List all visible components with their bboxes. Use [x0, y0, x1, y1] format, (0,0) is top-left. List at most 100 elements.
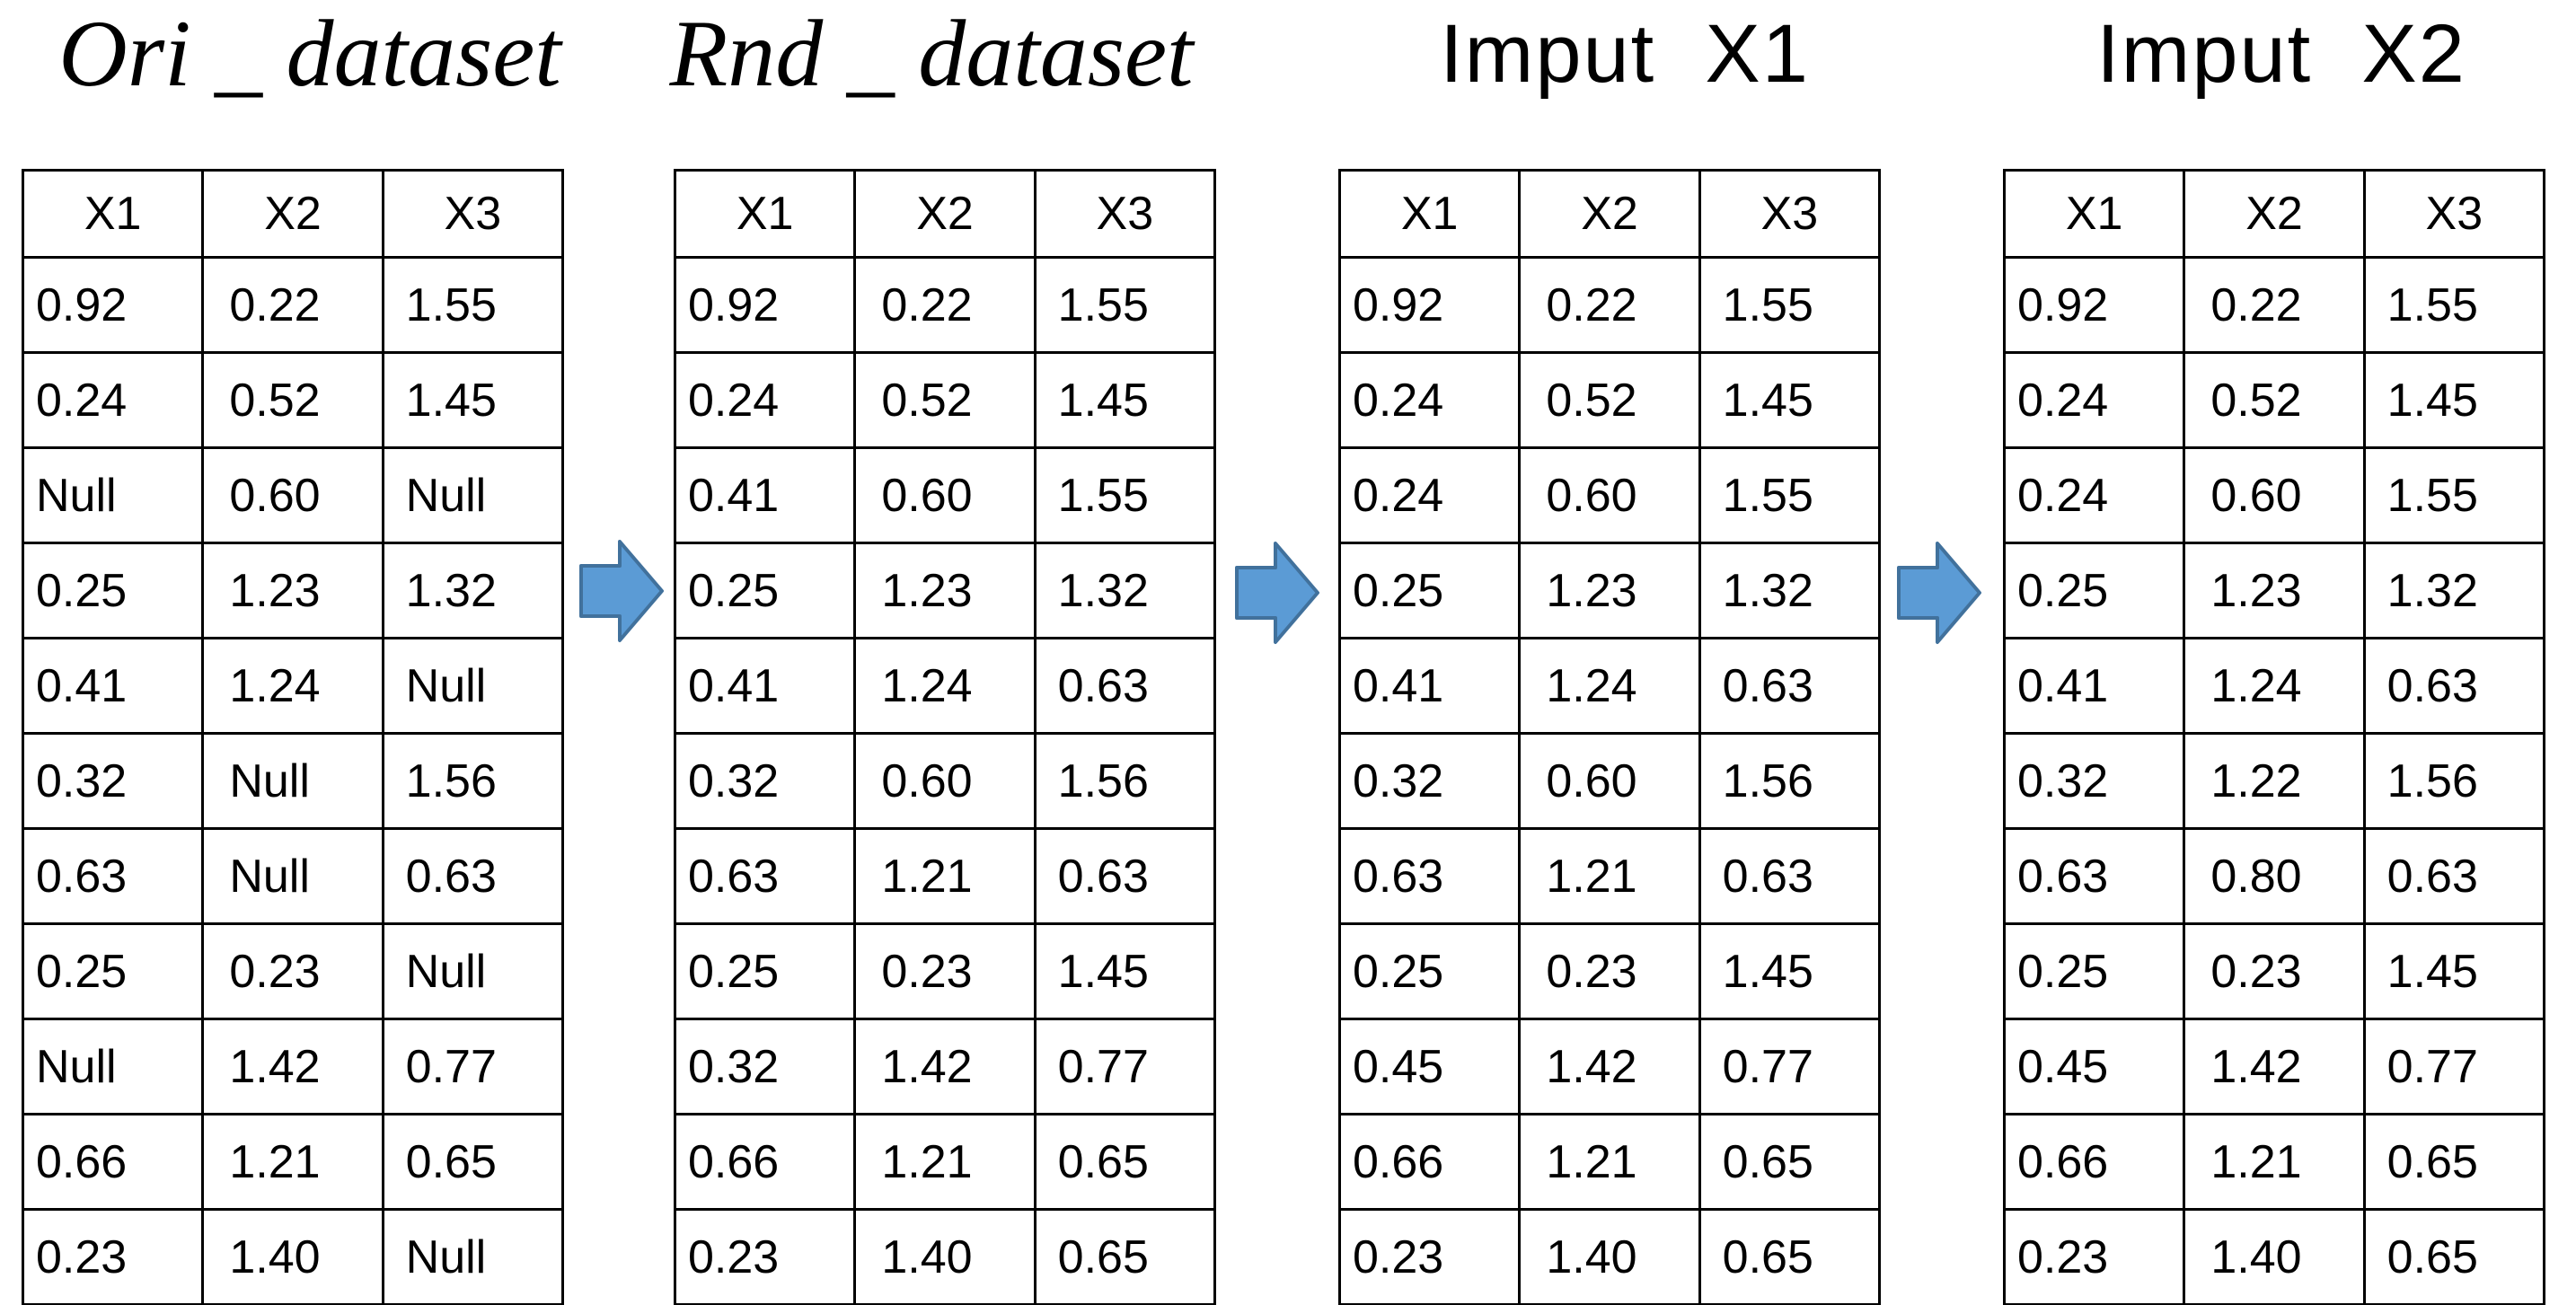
table-title-imput-x2: Imput X2 — [2096, 7, 2466, 100]
highlighted-cell-red: 0.80 — [2183, 827, 2366, 925]
table-cell: 0.66 — [2002, 1113, 2186, 1211]
highlighted-cell-orange: 0.65 — [2362, 1208, 2546, 1305]
column-header: X3 — [1698, 169, 1882, 259]
table-cell: 1.55 — [2362, 256, 2546, 354]
table-row: Null 0.60 Null — [21, 446, 565, 544]
highlighted-cell-orange: 0.60 — [853, 732, 1037, 830]
table-cell: 0.60 — [2183, 446, 2366, 544]
table-cell: 1.55 — [381, 256, 565, 354]
highlighted-cell-orange: 0.60 — [1518, 732, 1701, 830]
column-header: X1 — [1337, 169, 1522, 259]
highlighted-cell-red: 0.45 — [2002, 1018, 2186, 1115]
table-cell: 1.42 — [853, 1018, 1037, 1115]
table-cell: 0.22 — [2183, 256, 2366, 354]
table-row: 0.25 1.23 1.32 — [2002, 542, 2546, 639]
table-cell: 0.24 — [21, 351, 205, 449]
table-cell: 0.63 — [381, 827, 565, 925]
table-cell: 1.24 — [201, 637, 384, 735]
table-cell: 0.77 — [1033, 1018, 1217, 1115]
table-cell: 0.63 — [673, 827, 857, 925]
table-rnd-dataset: X1 X2 X3 0.92 0.22 1.55 0.24 0.52 1.45 0.41 0.60 1.… — [673, 169, 1217, 1305]
column-header: X1 — [673, 169, 857, 259]
highlighted-cell-red: 0.24 — [2002, 446, 2186, 544]
table-cell: 1.56 — [1698, 732, 1882, 830]
highlighted-cell-orange: 1.45 — [2362, 922, 2546, 1020]
table-row: 0.24 0.52 1.45 — [21, 351, 565, 449]
table-cell: 1.32 — [1033, 542, 1217, 639]
table-cell: 1.21 — [201, 1113, 384, 1211]
table-row: 0.92 0.22 1.55 — [21, 256, 565, 354]
column-header: X1 — [21, 169, 205, 259]
table-row: 0.25 1.23 1.32 — [1337, 542, 1882, 639]
column-header: X3 — [381, 169, 565, 259]
table-cell: 0.92 — [21, 256, 205, 354]
table-row: 0.32 0.60 1.56 — [1337, 732, 1882, 830]
table-cell: 0.63 — [1033, 827, 1217, 925]
table-cell: 1.24 — [1518, 637, 1701, 735]
table-row: 0.41 1.24 Null — [21, 637, 565, 735]
table-cell: 0.65 — [1698, 1113, 1882, 1211]
highlighted-cell-orange: 0.63 — [1033, 637, 1217, 735]
table-cell: 0.25 — [21, 922, 205, 1020]
table-cell: 1.56 — [2362, 732, 2546, 830]
table-cell: 0.23 — [673, 1208, 857, 1305]
table-ori-dataset: X1 X2 X3 0.92 0.22 1.55 0.24 0.52 1.45 Null 0.60 Nu… — [21, 169, 565, 1305]
column-header: X2 — [853, 169, 1037, 259]
table-cell: 0.22 — [853, 256, 1037, 354]
table-row: 0.24 0.60 1.55 — [1337, 446, 1882, 544]
header-row: X1 X2 X3 — [1337, 169, 1882, 259]
table-cell: 1.24 — [2183, 637, 2366, 735]
table-row: 0.25 0.23 1.45 — [2002, 922, 2546, 1020]
column-header: X2 — [1518, 169, 1701, 259]
highlighted-cell-orange: 0.32 — [673, 1018, 857, 1115]
table-cell: 0.60 — [201, 446, 384, 544]
table-cell: 0.32 — [21, 732, 205, 830]
table-cell: 0.23 — [2183, 922, 2366, 1020]
table-row: 0.66 1.21 0.65 — [673, 1113, 1217, 1211]
table-row: 0.41 1.24 0.63 — [2002, 637, 2546, 735]
data-table: X1 X2 X3 0.92 0.22 1.55 0.24 0.52 1.45 Null 0.60 Nu… — [21, 169, 565, 1305]
table-row: 0.23 1.40 0.65 — [2002, 1208, 2546, 1305]
data-table: X1 X2 X3 0.92 0.22 1.55 0.24 0.52 1.45 0.41 0.60 1.… — [673, 169, 1217, 1305]
table-row: 0.45 1.42 0.77 — [1337, 1018, 1882, 1115]
table-cell: 0.32 — [1337, 732, 1522, 830]
data-table: X1 X2 X3 0.92 0.22 1.55 0.24 0.52 1.45 0.24 0.60 1.… — [1337, 169, 1882, 1305]
table-row: 0.23 1.40 0.65 — [1337, 1208, 1882, 1305]
table-cell: 0.25 — [1337, 922, 1522, 1020]
table-cell: 1.45 — [381, 351, 565, 449]
table-cell: 1.21 — [1518, 1113, 1701, 1211]
table-row: 0.32 1.22 1.56 — [2002, 732, 2546, 830]
table-cell: 0.41 — [2002, 637, 2186, 735]
table-cell: 0.52 — [201, 351, 384, 449]
table-cell: 0.32 — [2002, 732, 2186, 830]
table-row: 0.24 0.60 1.55 — [2002, 446, 2546, 544]
table-cell: 0.52 — [853, 351, 1037, 449]
table-cell: 0.25 — [673, 542, 857, 639]
table-cell: 0.63 — [2002, 827, 2186, 925]
table-cell: 0.23 — [201, 922, 384, 1020]
table-title-imput-x1: Imput X1 — [1440, 7, 1810, 100]
table-cell: 0.63 — [1337, 827, 1522, 925]
highlighted-cell-orange: 1.55 — [2362, 446, 2546, 544]
highlighted-cell-orange: Null — [381, 922, 565, 1020]
table-cell: 0.32 — [673, 732, 857, 830]
table-cell: 0.63 — [2362, 827, 2546, 925]
table-cell: 0.41 — [21, 637, 205, 735]
highlighted-cell-orange: 1.45 — [1698, 922, 1882, 1020]
table-cell: 0.25 — [1337, 542, 1522, 639]
table-cell: 0.65 — [1033, 1113, 1217, 1211]
table-row: 0.45 1.42 0.77 — [2002, 1018, 2546, 1115]
table-row: 0.92 0.22 1.55 — [2002, 256, 2546, 354]
table-imput-x1: X1 X2 X3 0.92 0.22 1.55 0.24 0.52 1.45 0.24 0.60 1.… — [1337, 169, 1882, 1305]
table-cell: 1.40 — [2183, 1208, 2366, 1305]
table-row: 0.25 1.23 1.32 — [673, 542, 1217, 639]
highlighted-cell-orange: 1.55 — [1698, 446, 1882, 544]
table-row: 0.66 1.21 0.65 — [2002, 1113, 2546, 1211]
highlighted-cell-orange: Null — [21, 446, 205, 544]
table-row: 0.24 0.52 1.45 — [2002, 351, 2546, 449]
table-cell: 1.23 — [2183, 542, 2366, 639]
table-cell: 0.24 — [673, 351, 857, 449]
table-cell: 1.42 — [2183, 1018, 2366, 1115]
table-cell: 0.60 — [1518, 446, 1701, 544]
